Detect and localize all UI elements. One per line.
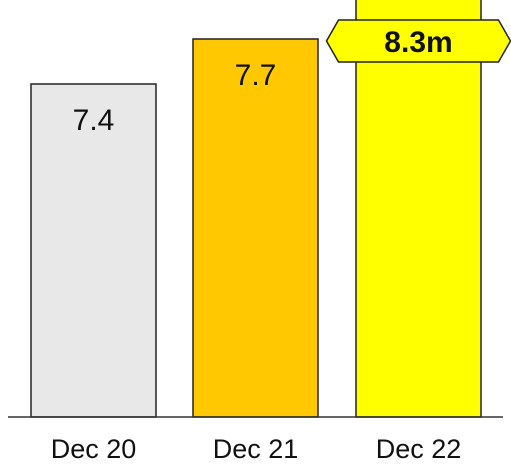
value-callout: 8.3m: [325, 19, 511, 63]
value-label-dec-20: 7.4: [73, 104, 115, 137]
value-labels: 7.4 7.7: [73, 59, 277, 137]
x-axis-tick-labels: Dec 20 Dec 21 Dec 22: [51, 434, 462, 464]
x-tick-dec-22: Dec 22: [376, 434, 462, 464]
value-label-dec-21: 7.7: [235, 59, 277, 92]
x-tick-dec-21: Dec 21: [213, 434, 299, 464]
x-tick-dec-20: Dec 20: [51, 434, 137, 464]
bar-dec-20: [30, 83, 157, 418]
callout-value-label: 8.3m: [384, 26, 452, 59]
bar-dec-21: [192, 38, 319, 418]
